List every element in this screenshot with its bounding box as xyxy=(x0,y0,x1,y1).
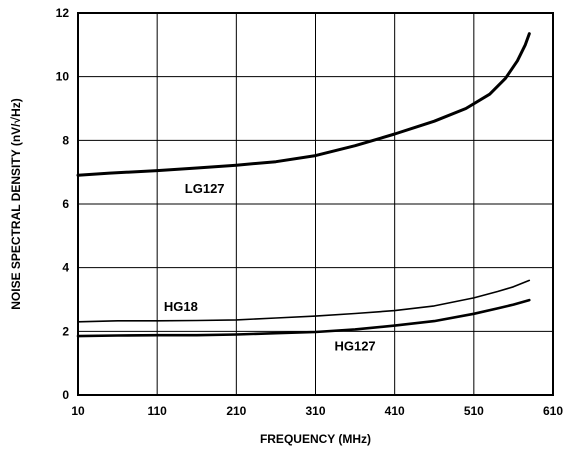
y-tick-label-3: 6 xyxy=(62,197,69,211)
x-tick-label-2: 210 xyxy=(226,404,246,418)
curve-label-lg127: LG127 xyxy=(185,181,225,196)
curve-label-hg127: HG127 xyxy=(334,339,375,354)
grid-lines xyxy=(77,12,554,396)
plot-frame xyxy=(77,12,554,396)
x-tick-label-4: 410 xyxy=(385,404,405,418)
curve-label-hg18: HG18 xyxy=(164,299,198,314)
x-tick-label-1: 110 xyxy=(147,404,167,418)
y-tick-label-2: 4 xyxy=(62,261,69,275)
y-axis-title: NOISE SPECTRAL DENSITY (nV/√Hz) xyxy=(9,98,23,310)
x-tick-label-5: 510 xyxy=(464,404,484,418)
y-tick-label-6: 12 xyxy=(56,6,70,20)
curve-labels: LG127 HG18 HG127 xyxy=(164,181,376,354)
y-tick-label-1: 2 xyxy=(62,324,69,338)
y-tick-label-5: 10 xyxy=(56,70,70,84)
y-tick-labels: 0 2 4 6 8 10 12 xyxy=(56,6,70,402)
curves xyxy=(76,32,531,338)
x-tick-labels: 10 110 210 310 410 510 610 xyxy=(71,404,563,418)
series-line-lg127 xyxy=(76,32,531,177)
x-tick-label-6: 610 xyxy=(543,404,563,418)
series-line-hg18 xyxy=(77,279,531,323)
x-tick-label-0: 10 xyxy=(71,404,85,418)
y-tick-label-0: 0 xyxy=(62,388,69,402)
series-line-hg127 xyxy=(76,298,531,338)
x-axis-title: FREQUENCY (MHz) xyxy=(260,432,371,446)
x-tick-label-3: 310 xyxy=(305,404,325,418)
y-tick-label-4: 8 xyxy=(62,133,69,147)
